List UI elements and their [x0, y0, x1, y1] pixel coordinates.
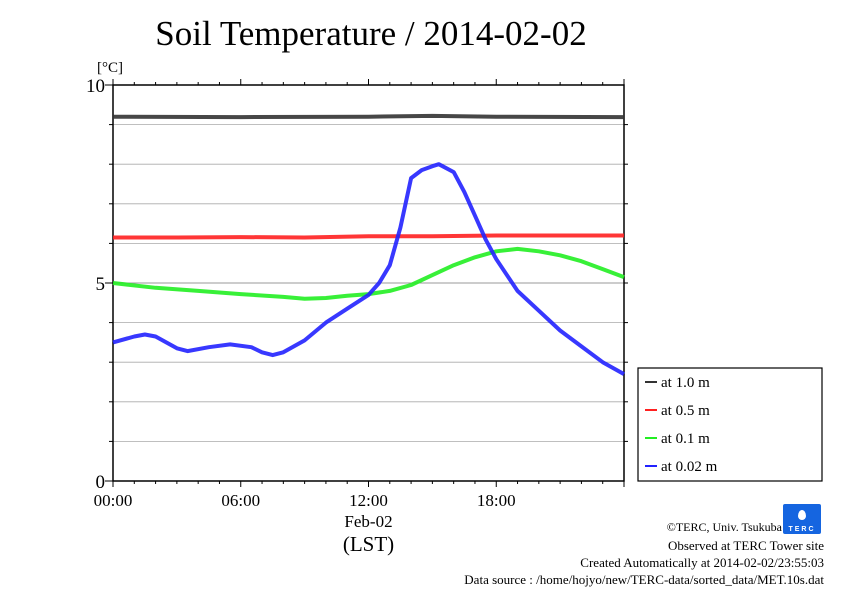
legend-label-3: at 0.02 m	[661, 459, 718, 475]
series-line-1	[113, 233, 624, 240]
series-line-0	[112, 113, 625, 120]
legend-label-1: at 0.5 m	[661, 403, 710, 419]
copyright: ©TERC, Univ. Tsukuba	[666, 520, 782, 534]
chart-title: Soil Temperature / 2014-02-02	[155, 14, 587, 53]
legend-box	[637, 367, 823, 482]
x-tick-label: 06:00	[221, 491, 260, 510]
legend-label-2: at 0.1 m	[661, 431, 710, 447]
x-tick-label: 12:00	[349, 491, 388, 510]
x-axis-label: (LST)	[343, 532, 394, 556]
created-note: Created Automatically at 2014-02-02/23:5…	[580, 555, 824, 570]
source-note: Data source : /home/hojyo/new/TERC-data/…	[464, 572, 824, 587]
series-line-2	[112, 246, 625, 301]
y-tick-label: 0	[96, 472, 106, 493]
series-line-3	[112, 162, 625, 376]
y-tick-label: 10	[86, 76, 105, 97]
y-tick-label: 5	[96, 274, 106, 295]
site-note: Observed at TERC Tower site	[667, 538, 824, 553]
x-tick-label: 00:00	[94, 491, 133, 510]
y-axis-label: [°C]	[97, 60, 123, 76]
legend-label-0: at 1.0 m	[661, 375, 710, 391]
date-label: Feb-02	[344, 512, 392, 531]
x-tick-label: 18:00	[477, 491, 516, 510]
terc-logo: TERC	[783, 504, 821, 534]
